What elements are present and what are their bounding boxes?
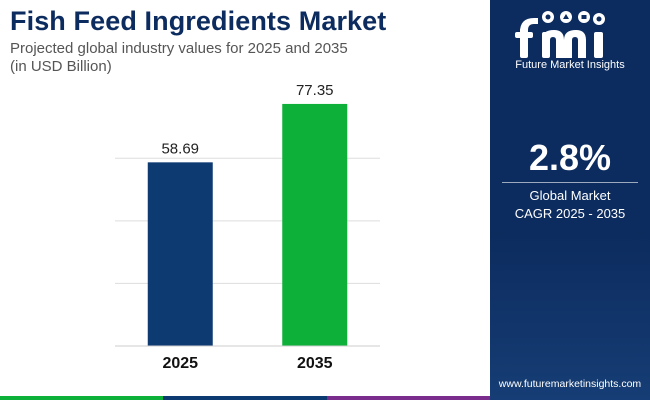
footer-stripe-segment: [0, 396, 164, 400]
sidebar-panel: Future Market Insights 2.8% Global Marke…: [490, 0, 650, 400]
data-label: 58.69: [161, 140, 199, 157]
cagr-value: 2.8%: [528, 137, 612, 178]
cagr-label-line-1: Global Market: [529, 188, 611, 203]
logo-text: Future Market Insights: [515, 59, 625, 71]
chart-title: Fish Feed Ingredients Market: [10, 6, 387, 36]
website-link[interactable]: www.futuremarketinsights.com: [498, 378, 642, 390]
bar: [147, 162, 213, 346]
cagr-label-line-2: CAGR 2025 - 2035: [514, 206, 626, 221]
subtitle-line-1: Projected global industry values for 202…: [10, 40, 348, 57]
footer-stripe: [0, 396, 490, 400]
data-label: 77.35: [296, 82, 334, 99]
cagr-divider: [502, 182, 638, 183]
subtitle-line-2: (in USD Billion): [10, 58, 112, 75]
chart-subtitle: Projected global industry values for 202…: [10, 40, 430, 76]
footer-stripe-segment: [326, 396, 490, 400]
x-tick-label: 2025: [162, 355, 198, 372]
footer-stripe-segment: [163, 396, 327, 400]
bar-chart: 58.69 2025 77.35 2035: [115, 82, 380, 372]
fmi-logo-icon: [515, 11, 605, 58]
cagr-label: Global Market CAGR 2025 - 2035: [490, 187, 650, 223]
sidebar-glow: [490, 230, 650, 400]
bar: [282, 103, 348, 346]
x-tick-label: 2035: [297, 355, 333, 372]
